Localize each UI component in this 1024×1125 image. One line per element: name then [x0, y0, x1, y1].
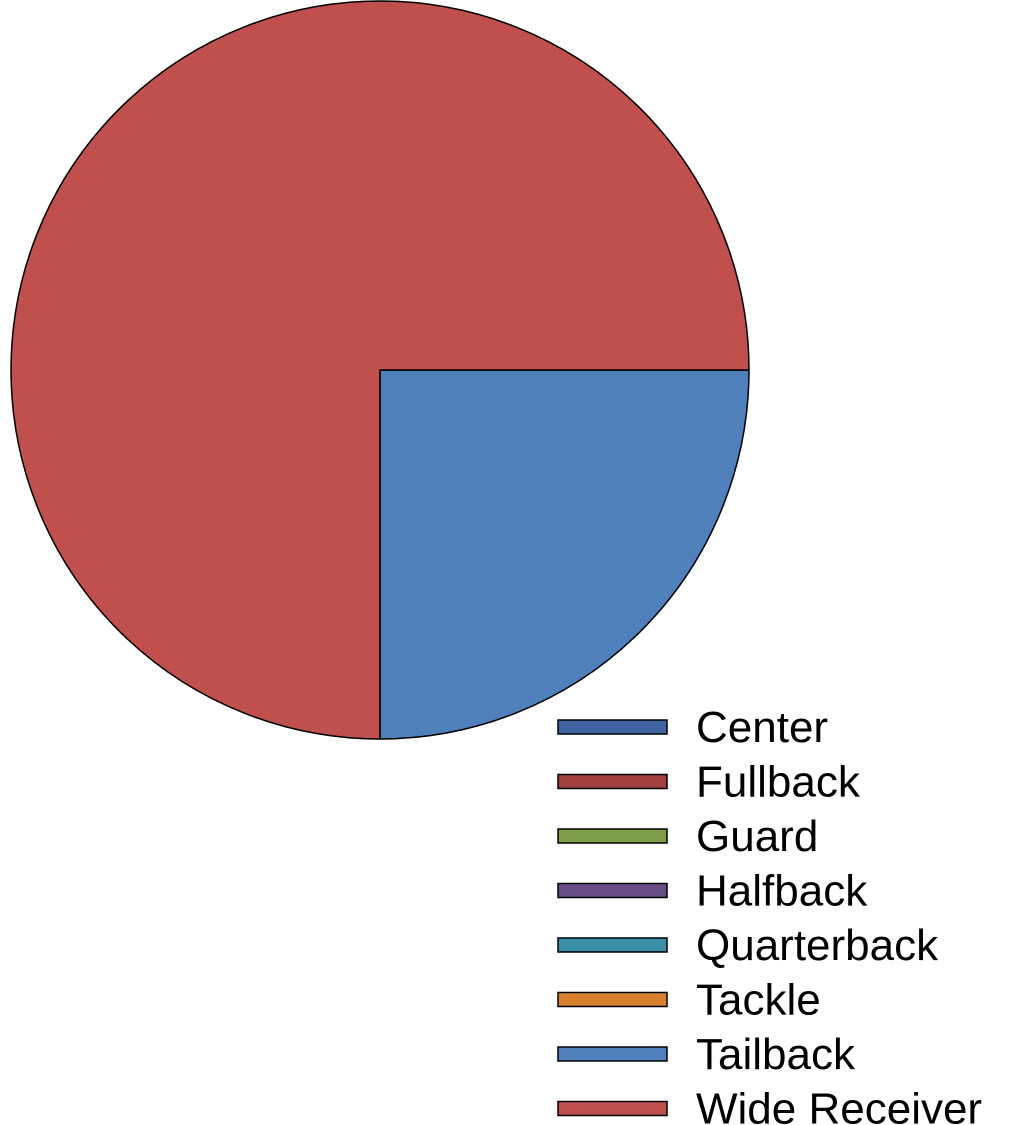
- pie-slices: [10, 0, 750, 740]
- legend-swatch-center: [557, 719, 668, 735]
- legend-label-wide-receiver: Wide Receiver: [696, 1085, 982, 1125]
- legend-label-tackle: Tackle: [696, 976, 821, 1025]
- legend-label-center: Center: [696, 703, 828, 752]
- legend-swatch-guard: [557, 828, 668, 844]
- legend-item-halfback: Halfback: [557, 867, 868, 916]
- legend-label-tailback: Tailback: [696, 1030, 856, 1079]
- legend-label-quarterback: Quarterback: [696, 921, 939, 970]
- legend-label-halfback: Halfback: [696, 867, 868, 916]
- legend-label-guard: Guard: [696, 812, 818, 861]
- legend-swatch-quarterback: [557, 937, 668, 953]
- legend-item-center: Center: [557, 703, 828, 752]
- legend-swatch-tailback: [557, 1046, 668, 1062]
- legend-swatch-wide-receiver: [557, 1100, 668, 1117]
- legend-swatch-halfback: [557, 882, 668, 899]
- legend: Center Fullback Guard Halfback Quarterback Ta…: [557, 703, 982, 1125]
- legend-item-tackle: Tackle: [557, 976, 821, 1025]
- legend-item-wide-receiver: Wide Receiver: [557, 1085, 982, 1125]
- pie-slice-tailback: [379, 369, 750, 740]
- legend-label-fullback: Fullback: [696, 758, 861, 807]
- legend-item-guard: Guard: [557, 812, 818, 861]
- legend-item-quarterback: Quarterback: [557, 921, 939, 970]
- legend-item-tailback: Tailback: [557, 1030, 856, 1079]
- legend-item-fullback: Fullback: [557, 758, 861, 807]
- legend-swatch-fullback: [557, 773, 668, 790]
- legend-swatch-tackle: [557, 991, 668, 1008]
- pie-slice-wide-receiver: [10, 0, 750, 740]
